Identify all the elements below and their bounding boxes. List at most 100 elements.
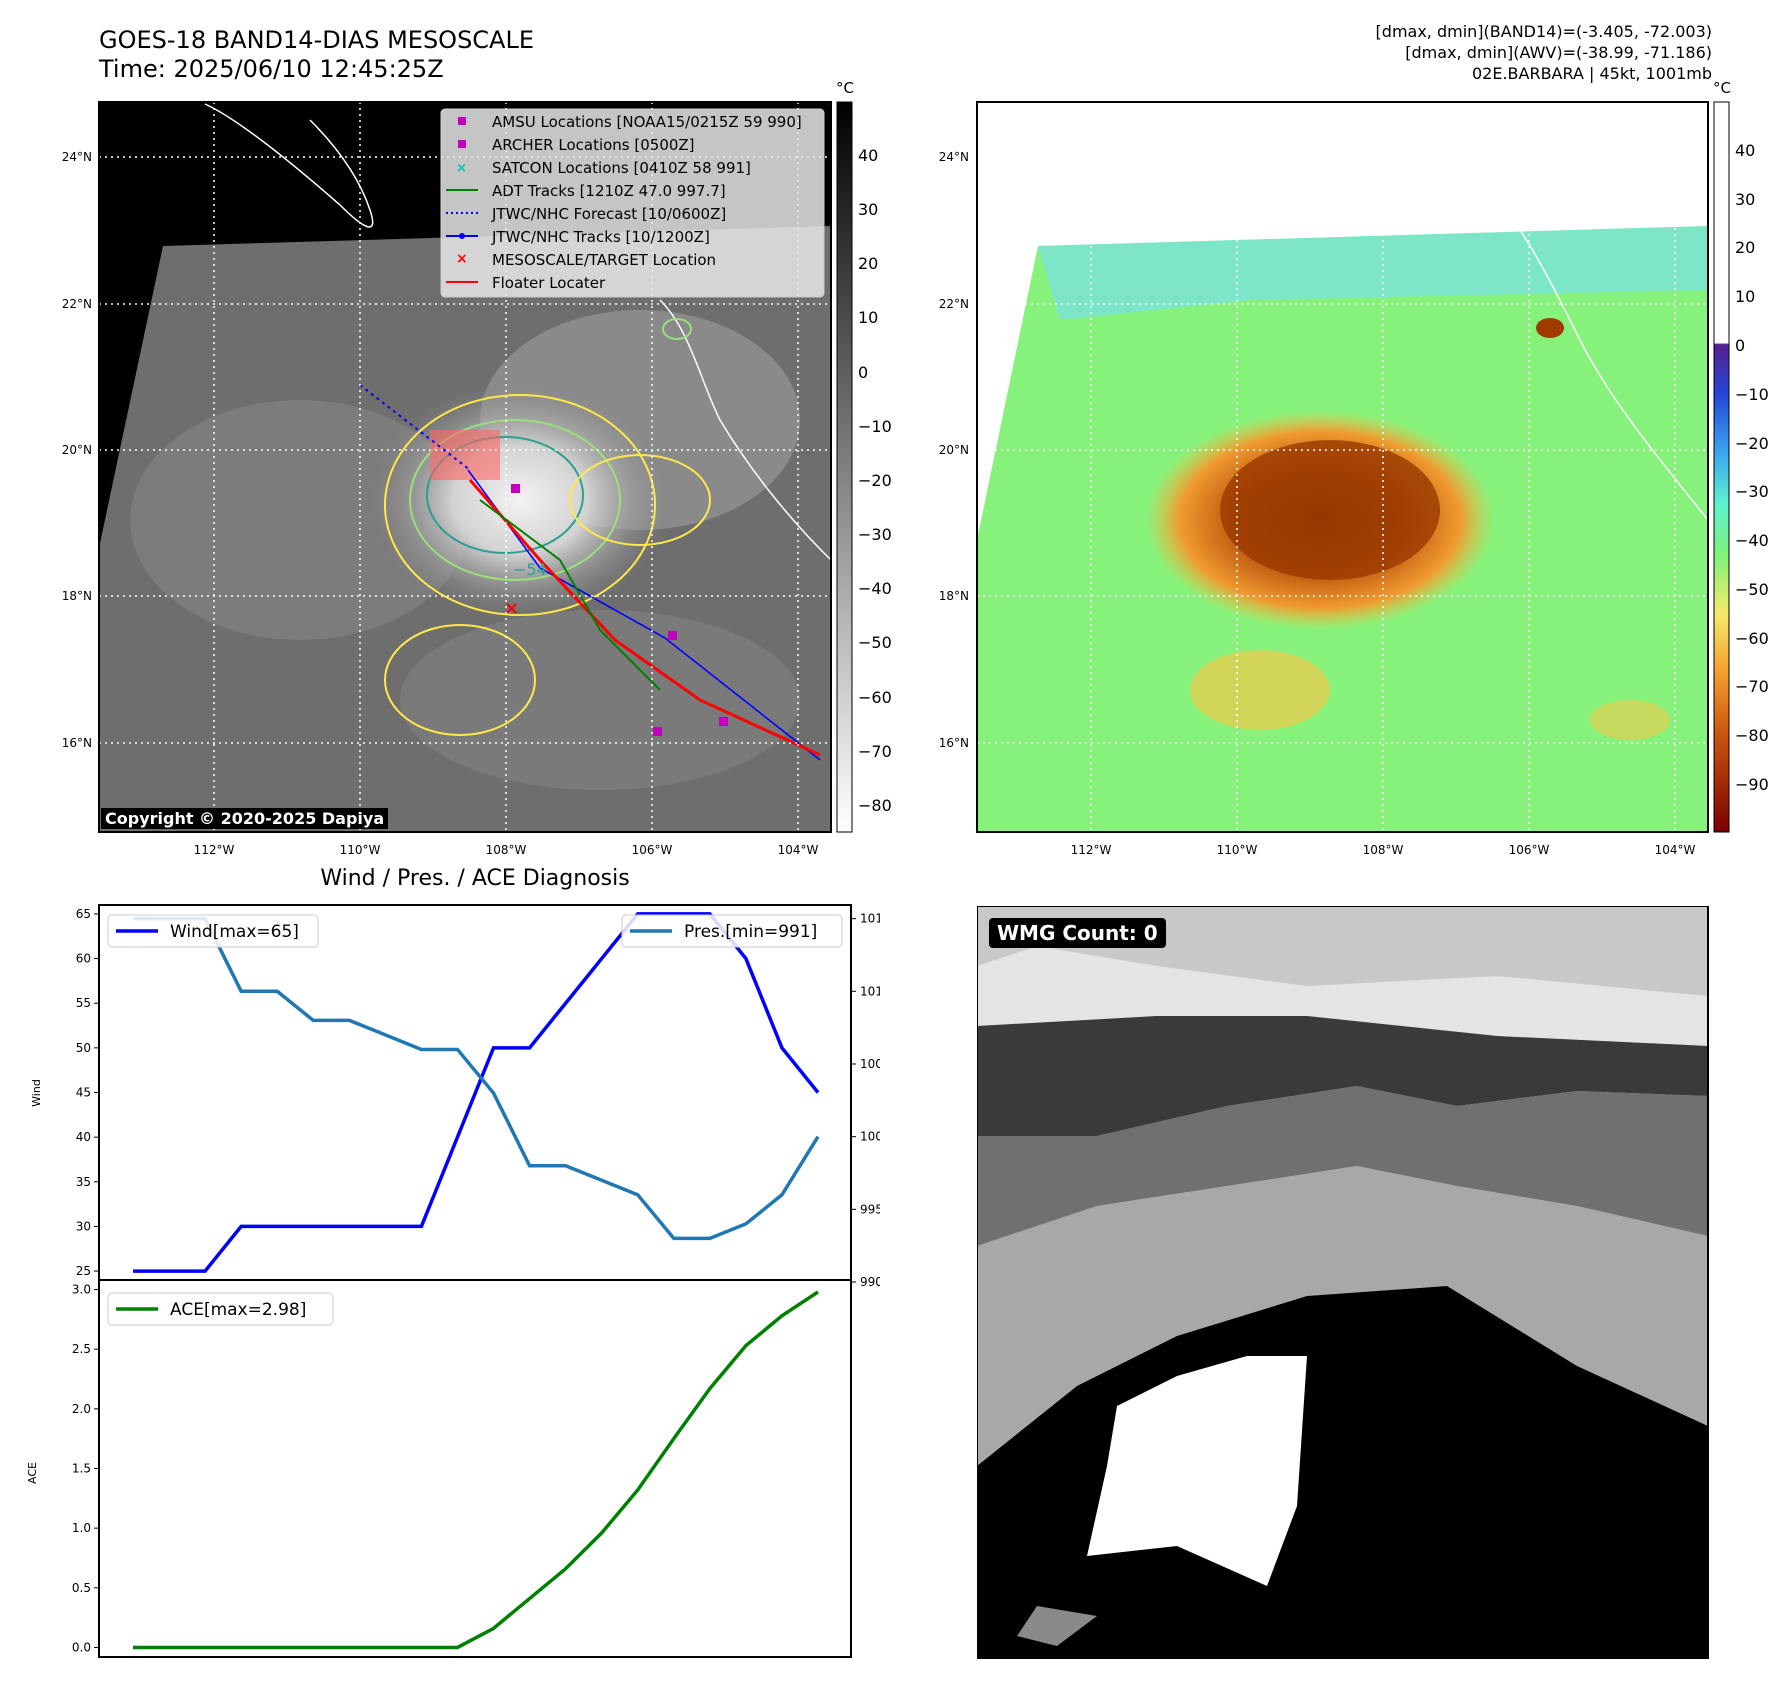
wind-tick-label: 35 (76, 1175, 91, 1189)
svg-text:−60: −60 (1735, 629, 1769, 648)
svg-text:−80: −80 (858, 796, 892, 815)
ace-legend-label: ACE[max=2.98] (170, 1300, 306, 1320)
wind-tick-label: 45 (76, 1086, 91, 1100)
ace-tick-label: 3.0 (72, 1283, 91, 1297)
wmg-panel (977, 906, 1709, 1659)
title-line2: Time: 2025/06/10 12:45:25Z (99, 55, 444, 83)
wind-legend-label: Wind[max=65] (170, 922, 299, 942)
lat-label: 16°N (62, 736, 92, 750)
legend-item: ARCHER Locations [0500Z] (492, 136, 695, 154)
ace-tick-label: 2.0 (72, 1402, 91, 1416)
legend-item: MESOSCALE/TARGET Location (492, 251, 716, 269)
svg-text:−40: −40 (1735, 531, 1769, 550)
lon-label: 110°W (340, 843, 381, 857)
wind-series-line (133, 912, 820, 1273)
pressure-tick-label: 995 (860, 1202, 880, 1216)
svg-text:−80: −80 (1735, 726, 1769, 745)
pressure-legend-label: Pres.[min=991] (684, 922, 817, 942)
map-legend: AMSU Locations [NOAA15/0215Z 59 990] ARC… (440, 108, 825, 298)
lon-label: 110°W (1217, 843, 1258, 857)
legend-item: JTWC/NHC Forecast [10/0600Z] (491, 205, 726, 223)
svg-text:−50: −50 (858, 633, 892, 652)
pressure-tick-label: 1005 (860, 1057, 880, 1071)
svg-text:−40: −40 (858, 579, 892, 598)
svg-text:20: 20 (1735, 238, 1755, 257)
awv-colorbar-ticks: 40 30 20 10 0 −10 −20 −30 −40 −50 −60 −7… (1735, 141, 1769, 794)
svg-text:30: 30 (858, 200, 878, 219)
ir-colorbar-ticks: 40 30 20 10 0 −10 −20 −30 −40 −50 −60 −7… (858, 146, 892, 815)
wind-axis-label: Wind (30, 1079, 43, 1107)
svg-text:10: 10 (1735, 287, 1755, 306)
lon-label: 112°W (1071, 843, 1112, 857)
svg-text:−10: −10 (1735, 385, 1769, 404)
wind-tick-label: 60 (76, 952, 91, 966)
svg-text:−70: −70 (1735, 677, 1769, 696)
info-line2: [dmax, dmin](AWV)=(-38.99, -71.186) (1405, 43, 1712, 62)
svg-text:−20: −20 (858, 471, 892, 490)
info-line3: 02E.BARBARA | 45kt, 1001mb (1471, 64, 1712, 83)
ace-axes (98, 1279, 852, 1658)
lat-label: 24°N (62, 150, 92, 164)
wind-tick-label: 30 (76, 1219, 91, 1233)
lon-label: 106°W (1509, 843, 1550, 857)
lon-label: 104°W (778, 843, 819, 857)
legend-item: SATCON Locations [0410Z 58 991] (492, 159, 751, 177)
wind-tick-label: 65 (76, 907, 91, 921)
copyright-badge: Copyright © 2020-2025 Dapiya (101, 808, 389, 829)
lon-label: 104°W (1655, 843, 1696, 857)
ir-colorbar (836, 101, 853, 833)
lat-label: 16°N (939, 736, 969, 750)
wind-tick-label: 40 (76, 1130, 91, 1144)
ace-tick-label: 0.5 (72, 1581, 91, 1595)
info-line1: [dmax, dmin](BAND14)=(-3.405, -72.003) (1375, 22, 1712, 41)
svg-text:−30: −30 (1735, 482, 1769, 501)
chart-title: Wind / Pres. / ACE Diagnosis (320, 866, 629, 891)
wind-legend-box (107, 914, 319, 948)
ace-tick-label: 0.0 (72, 1640, 91, 1654)
svg-text:−20: −20 (1735, 434, 1769, 453)
lat-label: 18°N (939, 589, 969, 603)
svg-text:10: 10 (858, 308, 878, 327)
svg-text:40: 40 (1735, 141, 1755, 160)
colorbar-unit: °C (1713, 79, 1731, 97)
pressure-tick-label: 1015 (860, 912, 880, 926)
lat-label: 18°N (62, 589, 92, 603)
colorbar-unit: °C (836, 79, 854, 97)
pressure-tick-label: 1000 (860, 1130, 880, 1144)
lat-label: 22°N (939, 297, 969, 311)
lat-label: 20°N (939, 443, 969, 457)
lon-label: 108°W (486, 843, 527, 857)
svg-text:40: 40 (858, 146, 878, 165)
ir-map-panel: −54 × 24°N 22°N 20°N 18°N 16°N 112°W 110… (62, 79, 1769, 857)
title-line1: GOES-18 BAND14-DIAS MESOSCALE (99, 26, 535, 54)
pressure-tick-label: 990 (860, 1275, 880, 1289)
ir-map-frame (98, 101, 832, 833)
svg-text:×: × (504, 598, 519, 619)
lat-label: 24°N (939, 150, 969, 164)
awv-imagery (977, 102, 1708, 832)
contour-label: −54 (513, 560, 547, 579)
legend-item: ADT Tracks [1210Z 47.0 997.7] (492, 182, 726, 200)
ace-legend-box (107, 1292, 334, 1326)
pressure-series-line (133, 916, 820, 1241)
svg-text:0: 0 (1735, 336, 1745, 355)
legend-item: JTWC/NHC Tracks [10/1200Z] (491, 228, 710, 246)
lat-label: 20°N (62, 443, 92, 457)
legend-item: AMSU Locations [NOAA15/0215Z 59 990] (492, 113, 802, 131)
ace-tick-label: 1.5 (72, 1462, 91, 1476)
lat-label: 22°N (62, 297, 92, 311)
lon-label: 106°W (632, 843, 673, 857)
svg-text:−50: −50 (1735, 580, 1769, 599)
wmg-count-badge: WMG Count: 0 (989, 918, 1166, 948)
pressure-legend-box (621, 914, 843, 948)
diagnosis-chart: Wind / Pres. / ACE Diagnosis Wind Pressu… (26, 866, 880, 1658)
ace-axis-label: ACE (26, 1462, 39, 1484)
svg-text:30: 30 (1735, 190, 1755, 209)
svg-text:×: × (456, 251, 468, 267)
ace-series-line (133, 1290, 819, 1650)
svg-text:×: × (456, 161, 467, 176)
legend-item: Floater Locater (492, 274, 606, 292)
awv-colorbar (1713, 101, 1730, 833)
svg-text:20: 20 (858, 254, 878, 273)
